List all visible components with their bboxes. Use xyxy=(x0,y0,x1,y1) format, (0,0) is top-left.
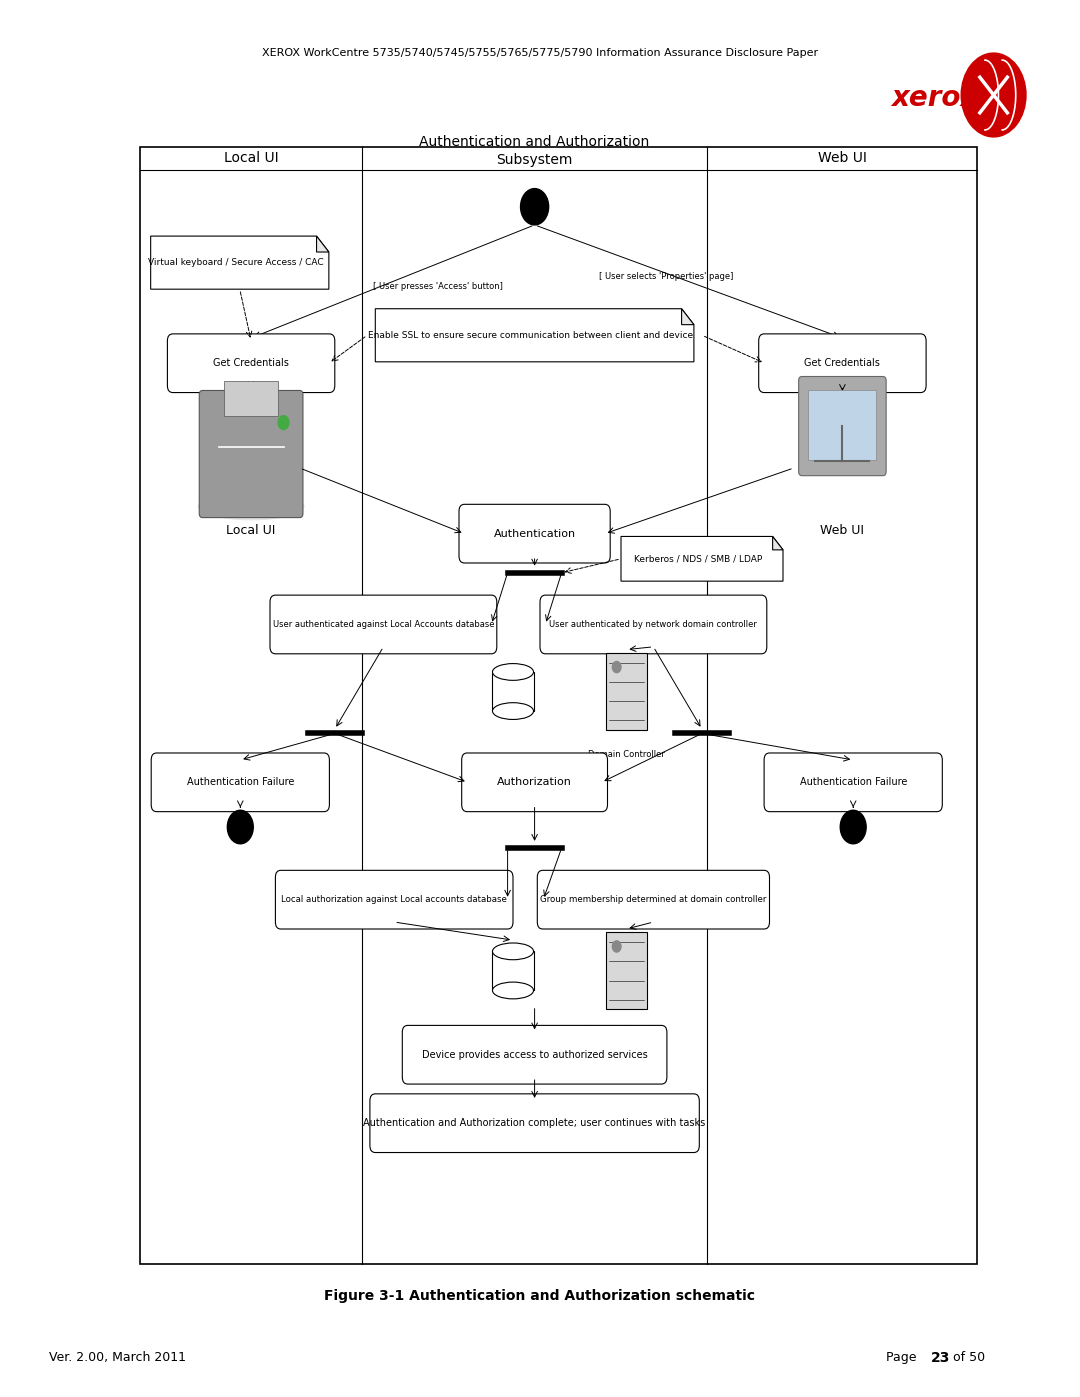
FancyBboxPatch shape xyxy=(151,753,329,812)
FancyBboxPatch shape xyxy=(167,334,335,393)
Text: Authentication and Authorization
Subsystem: Authentication and Authorization Subsyst… xyxy=(419,134,650,168)
Text: Kerberos / NDS / SMB / LDAP: Kerberos / NDS / SMB / LDAP xyxy=(634,555,762,563)
Polygon shape xyxy=(316,236,329,251)
FancyBboxPatch shape xyxy=(540,595,767,654)
FancyBboxPatch shape xyxy=(459,504,610,563)
Text: Domain Controller: Domain Controller xyxy=(588,1025,665,1034)
Text: 23: 23 xyxy=(931,1351,950,1365)
FancyBboxPatch shape xyxy=(759,334,927,393)
Bar xyxy=(809,390,877,461)
Bar xyxy=(492,951,534,990)
FancyBboxPatch shape xyxy=(270,595,497,654)
Text: Enable SSL to ensure secure communication between client and device: Enable SSL to ensure secure communicatio… xyxy=(368,331,693,339)
Text: Domain Controller: Domain Controller xyxy=(588,750,665,759)
FancyBboxPatch shape xyxy=(799,376,886,475)
Polygon shape xyxy=(772,536,783,550)
FancyBboxPatch shape xyxy=(199,391,302,517)
FancyBboxPatch shape xyxy=(402,1025,667,1084)
Text: Local authorization against Local accounts database: Local authorization against Local accoun… xyxy=(281,895,508,904)
Text: User authenticated by network domain controller: User authenticated by network domain con… xyxy=(550,620,757,629)
Ellipse shape xyxy=(492,982,534,999)
FancyBboxPatch shape xyxy=(462,753,607,812)
Polygon shape xyxy=(376,309,693,362)
Text: Group membership determined at domain controller: Group membership determined at domain co… xyxy=(540,895,767,904)
Text: User authenticated against Local Accounts database: User authenticated against Local Account… xyxy=(272,620,495,629)
Text: [ User presses 'Access' button]: [ User presses 'Access' button] xyxy=(373,282,502,291)
Text: [ User selects 'Properties' page]: [ User selects 'Properties' page] xyxy=(599,272,733,281)
Circle shape xyxy=(612,942,621,953)
Bar xyxy=(225,380,278,416)
Ellipse shape xyxy=(492,703,534,719)
Circle shape xyxy=(961,53,1026,137)
Text: Device provides access to authorized services: Device provides access to authorized ser… xyxy=(421,1049,648,1060)
Bar xyxy=(492,672,534,711)
Text: Web UI: Web UI xyxy=(821,524,864,538)
Text: of 50: of 50 xyxy=(949,1351,985,1365)
Text: Get Credentials: Get Credentials xyxy=(213,358,289,369)
Circle shape xyxy=(228,810,253,844)
Text: Local UI: Local UI xyxy=(227,524,275,538)
Ellipse shape xyxy=(198,492,305,520)
Text: Web UI: Web UI xyxy=(818,151,867,165)
Polygon shape xyxy=(681,309,693,324)
FancyBboxPatch shape xyxy=(275,870,513,929)
Bar xyxy=(606,933,647,1009)
Circle shape xyxy=(521,189,549,225)
Text: Authentication Failure: Authentication Failure xyxy=(799,777,907,788)
FancyBboxPatch shape xyxy=(765,753,942,812)
Text: Authentication: Authentication xyxy=(494,528,576,539)
Text: Virtual keyboard / Secure Access / CAC: Virtual keyboard / Secure Access / CAC xyxy=(148,258,324,267)
Text: Authorization: Authorization xyxy=(497,777,572,788)
Circle shape xyxy=(279,416,289,430)
Text: Figure 3-1 Authentication and Authorization schematic: Figure 3-1 Authentication and Authorizat… xyxy=(324,1289,756,1303)
Text: Authentication Failure: Authentication Failure xyxy=(187,777,294,788)
Text: Ver. 2.00, March 2011: Ver. 2.00, March 2011 xyxy=(49,1351,186,1365)
Text: Get Credentials: Get Credentials xyxy=(805,358,880,369)
Bar xyxy=(140,147,977,1264)
Circle shape xyxy=(612,662,621,673)
Text: XEROX WorkCentre 5735/5740/5745/5755/5765/5775/5790 Information Assurance Disclo: XEROX WorkCentre 5735/5740/5745/5755/576… xyxy=(262,47,818,59)
Ellipse shape xyxy=(492,664,534,680)
FancyBboxPatch shape xyxy=(538,870,769,929)
Text: Page: Page xyxy=(886,1351,924,1365)
Bar xyxy=(606,654,647,729)
Circle shape xyxy=(840,810,866,844)
Text: Local UI: Local UI xyxy=(224,151,279,165)
Text: xerox: xerox xyxy=(891,84,978,112)
Text: Authentication and Authorization complete; user continues with tasks: Authentication and Authorization complet… xyxy=(364,1118,705,1129)
Polygon shape xyxy=(621,536,783,581)
Polygon shape xyxy=(151,236,329,289)
Ellipse shape xyxy=(492,943,534,960)
FancyBboxPatch shape xyxy=(369,1094,700,1153)
